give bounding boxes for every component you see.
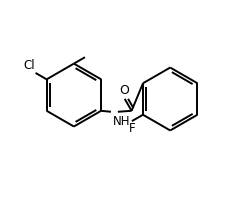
Text: O: O (119, 84, 129, 96)
Text: Cl: Cl (23, 59, 34, 72)
Text: NH: NH (112, 115, 130, 128)
Text: F: F (128, 122, 135, 135)
